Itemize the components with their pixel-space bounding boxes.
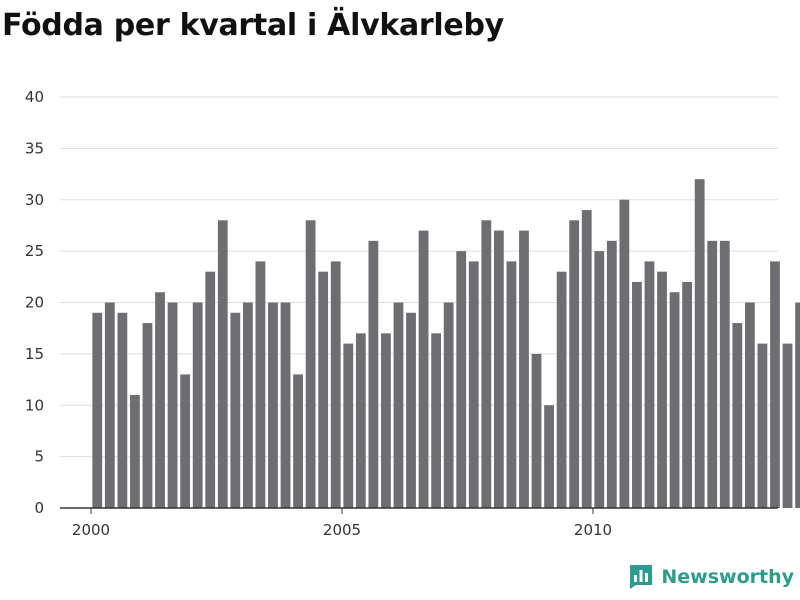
bar	[644, 261, 655, 508]
bar	[305, 220, 316, 509]
bar	[418, 230, 429, 508]
bar	[205, 271, 216, 508]
bar	[130, 394, 140, 508]
y-tick-label: 40	[25, 88, 44, 106]
bar	[117, 312, 128, 508]
bar	[180, 374, 191, 508]
bar	[757, 343, 768, 508]
bar	[581, 210, 592, 508]
bar	[519, 230, 529, 508]
bar	[343, 343, 354, 508]
axes: 0510152025303540200020052010201520202025	[25, 88, 778, 539]
bar	[217, 220, 228, 509]
bar-chart-logo-icon	[630, 565, 653, 589]
bar	[732, 323, 743, 508]
bar	[481, 220, 492, 509]
y-tick-label: 25	[25, 242, 44, 260]
page-title: Födda per kvartal i Älvkarleby	[2, 8, 504, 43]
y-tick-label: 15	[25, 345, 44, 363]
x-tick-label: 2010	[574, 521, 612, 539]
bar	[142, 323, 153, 508]
x-tick-label: 2005	[323, 521, 361, 539]
bar	[632, 281, 642, 508]
bar	[682, 281, 693, 508]
y-tick-label: 30	[25, 191, 44, 209]
bar	[330, 261, 341, 508]
x-tick-label: 2000	[72, 521, 110, 539]
bar	[506, 261, 517, 508]
bar	[657, 271, 667, 508]
bar	[355, 333, 366, 508]
bar	[493, 230, 504, 508]
bar	[594, 251, 605, 508]
bar	[669, 292, 680, 508]
y-tick-label: 0	[34, 499, 44, 517]
bar	[468, 261, 479, 508]
bars: 15	[92, 179, 800, 509]
bar	[719, 240, 730, 508]
bar	[606, 240, 617, 508]
bar	[694, 179, 705, 508]
bar	[155, 292, 165, 508]
bar	[707, 240, 718, 508]
bar	[230, 312, 241, 508]
bar	[795, 302, 800, 508]
bar	[167, 302, 178, 508]
brand-name: Newsworthy	[661, 566, 794, 588]
bar	[556, 271, 567, 508]
bar	[192, 302, 203, 508]
bar	[293, 374, 303, 508]
y-tick-label: 35	[25, 139, 44, 157]
bar	[531, 353, 542, 508]
bar	[393, 302, 404, 508]
brand-logo: Newsworthy	[629, 564, 794, 590]
bar	[544, 405, 554, 508]
bar	[368, 240, 379, 508]
y-tick-label: 5	[34, 448, 44, 466]
bar	[619, 199, 630, 508]
bar	[569, 220, 580, 509]
bar	[443, 302, 454, 508]
bar	[782, 343, 793, 508]
bar	[381, 333, 391, 508]
bar	[431, 333, 442, 508]
bar	[92, 312, 103, 508]
y-tick-label: 10	[25, 396, 44, 414]
bar	[242, 302, 253, 508]
bar	[456, 251, 467, 508]
bar	[744, 302, 755, 508]
bar	[280, 302, 291, 508]
bar	[318, 271, 329, 508]
bar	[268, 302, 278, 508]
bar	[406, 312, 416, 508]
bar	[770, 261, 780, 508]
bar	[255, 261, 266, 508]
y-tick-label: 20	[25, 294, 44, 312]
bar	[104, 302, 115, 508]
